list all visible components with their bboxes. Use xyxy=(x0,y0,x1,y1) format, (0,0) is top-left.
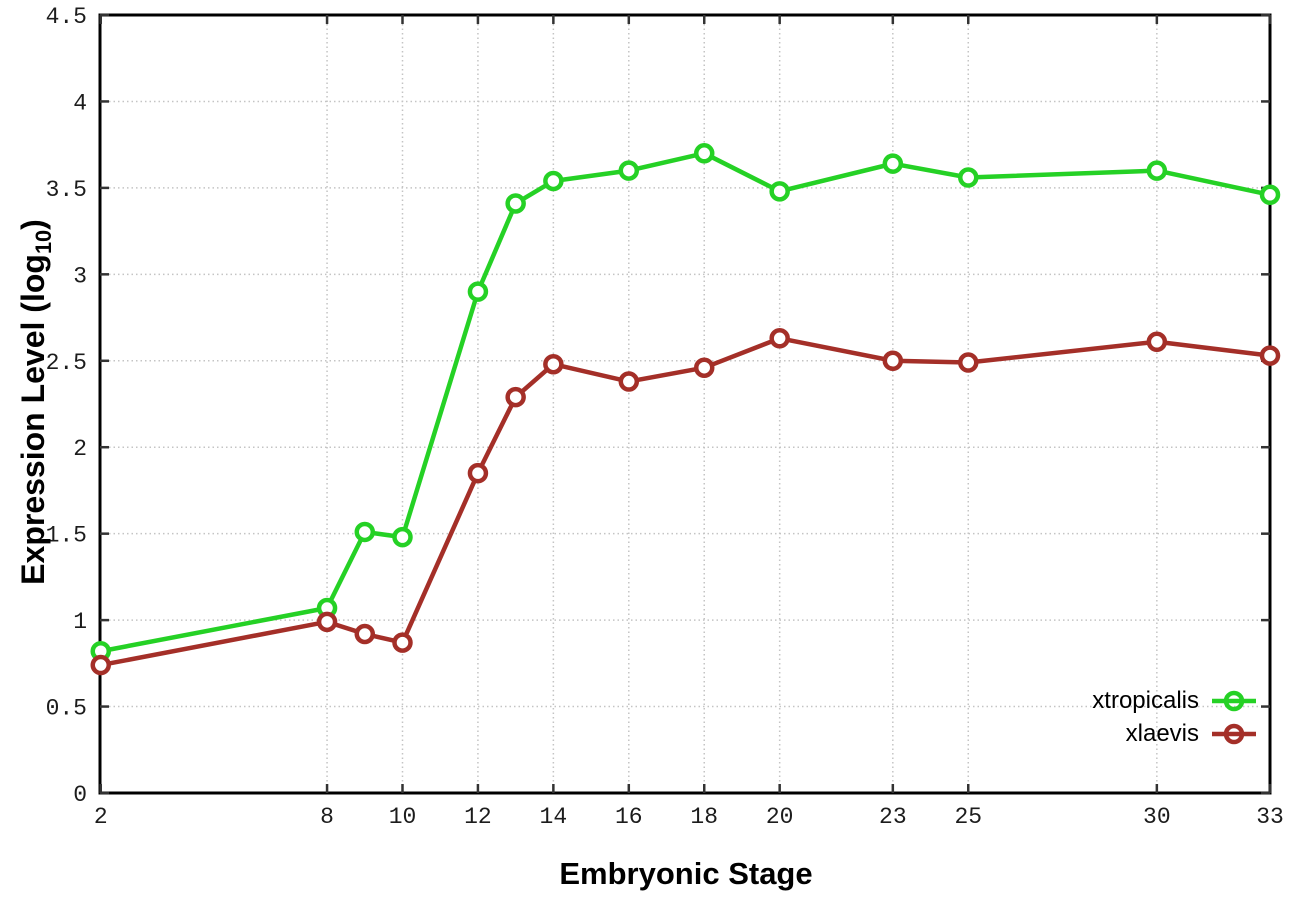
data-point-xlaevis xyxy=(769,328,790,349)
x-tick-label: 16 xyxy=(615,804,643,830)
data-point-xtropicalis xyxy=(958,167,979,188)
x-axis-title: Embryonic Stage xyxy=(559,856,813,891)
y-tick-label: 3.5 xyxy=(46,177,87,203)
data-point-xlaevis xyxy=(90,654,112,676)
legend-marker-xtropicalis-icon xyxy=(1212,690,1256,711)
series-line-xtropicalis xyxy=(98,151,1273,654)
x-tick-label: 12 xyxy=(464,804,492,830)
y-tick-label: 0.5 xyxy=(46,696,87,722)
y-tick-label: 1 xyxy=(73,609,87,635)
data-point-xlaevis xyxy=(958,352,979,373)
legend-item-xtropicalis: xtropicalis xyxy=(1092,684,1257,717)
y-tick-label: 4.5 xyxy=(46,4,87,30)
data-point-xlaevis xyxy=(1146,331,1168,353)
data-point-xlaevis xyxy=(392,632,413,653)
x-tick-label: 8 xyxy=(320,804,334,830)
data-point-xlaevis xyxy=(354,623,376,645)
y-axis-title-text: Expression Level (log xyxy=(14,254,51,585)
y-axis-title: Expression Level (log10) xyxy=(15,219,57,585)
data-point-xtropicalis xyxy=(505,193,526,214)
legend-item-xlaevis: xlaevis xyxy=(1092,717,1257,750)
data-point-xtropicalis xyxy=(467,281,489,302)
data-point-xtropicalis xyxy=(882,153,904,174)
data-point-xlaevis xyxy=(1259,345,1281,366)
data-point-xlaevis xyxy=(693,357,715,378)
y-tick-label: 2 xyxy=(73,436,87,462)
data-point-xlaevis xyxy=(882,350,904,372)
y-tick-label: 0 xyxy=(73,782,87,808)
x-tick-label: 33 xyxy=(1256,804,1284,830)
y-axis-title-suffix: ) xyxy=(14,219,51,230)
data-point-xtropicalis xyxy=(1146,160,1168,181)
x-tick-label: 10 xyxy=(389,804,417,830)
plot-border xyxy=(98,13,1272,795)
legend-marker-xlaevis-icon xyxy=(1212,723,1256,744)
x-tick-label: 14 xyxy=(540,804,568,830)
data-point-xlaevis xyxy=(316,611,338,633)
y-tick-label: 1.5 xyxy=(46,523,87,549)
legend: xtropicalis xlaevis xyxy=(1092,684,1257,750)
y-axis-title-subscript: 10 xyxy=(31,229,57,255)
y-tick-label: 4 xyxy=(73,90,87,116)
data-point-xtropicalis xyxy=(1259,184,1281,206)
x-tick-label: 23 xyxy=(879,804,907,830)
legend-label-xlaevis: xlaevis xyxy=(1125,719,1199,747)
data-point-xtropicalis xyxy=(618,160,640,181)
legend-label-xtropicalis: xtropicalis xyxy=(1092,686,1199,714)
data-point-xlaevis xyxy=(543,353,564,375)
data-point-xtropicalis xyxy=(543,170,564,192)
x-tick-label: 25 xyxy=(954,804,982,830)
data-point-xlaevis xyxy=(505,386,526,408)
x-tick-label: 20 xyxy=(766,804,794,830)
x-tick-label: 30 xyxy=(1143,804,1171,830)
data-point-xtropicalis xyxy=(392,526,413,548)
data-point-xtropicalis xyxy=(769,181,790,202)
y-tick-label: 3 xyxy=(73,263,87,289)
data-point-xtropicalis xyxy=(693,143,715,164)
data-point-xtropicalis xyxy=(354,521,376,543)
x-tick-label: 18 xyxy=(690,804,718,830)
data-point-xlaevis xyxy=(618,371,640,392)
x-tick-label: 2 xyxy=(94,804,108,830)
data-point-xlaevis xyxy=(467,462,489,484)
y-tick-label: 2.5 xyxy=(46,350,87,376)
